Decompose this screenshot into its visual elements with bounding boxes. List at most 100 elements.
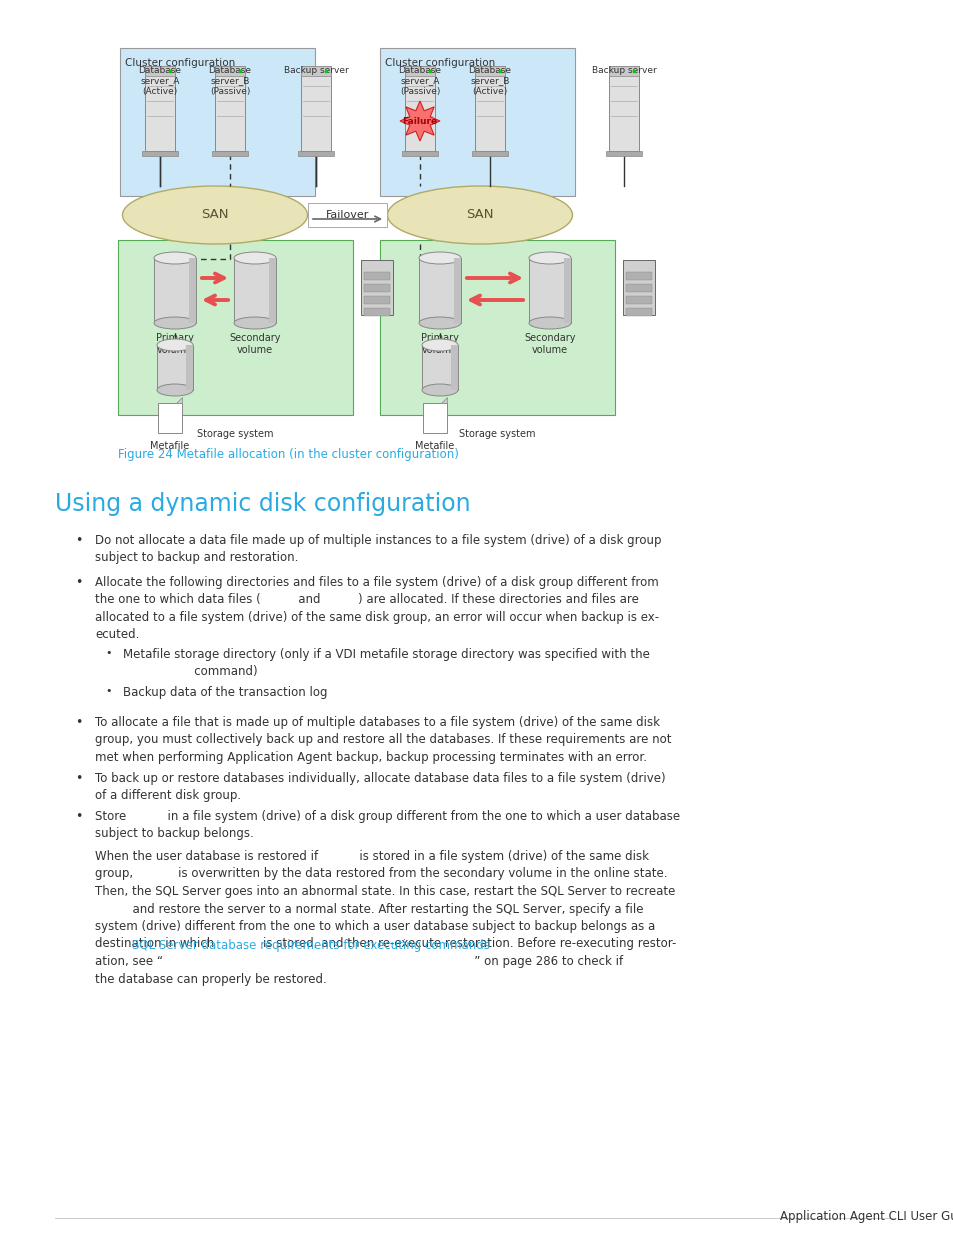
FancyBboxPatch shape xyxy=(379,240,615,415)
Bar xyxy=(153,258,195,324)
FancyBboxPatch shape xyxy=(379,48,575,196)
Text: Secondary
volume: Secondary volume xyxy=(524,333,576,354)
Text: •: • xyxy=(75,534,82,547)
Text: Storage system: Storage system xyxy=(458,429,536,438)
Ellipse shape xyxy=(418,252,460,264)
Text: Primary
volume: Primary volume xyxy=(156,333,193,354)
Text: SAN: SAN xyxy=(466,209,494,221)
FancyBboxPatch shape xyxy=(118,240,353,415)
Text: •: • xyxy=(105,685,112,697)
Bar xyxy=(145,65,174,77)
Text: Storage system: Storage system xyxy=(197,429,274,438)
Bar xyxy=(625,308,651,316)
Text: •: • xyxy=(75,716,82,729)
Ellipse shape xyxy=(421,384,457,396)
Polygon shape xyxy=(175,396,182,403)
Bar xyxy=(301,65,331,77)
Bar xyxy=(364,296,390,304)
Bar xyxy=(364,272,390,280)
Text: Database
server_B
(Passive): Database server_B (Passive) xyxy=(209,65,252,96)
Text: Do not allocate a data file made up of multiple instances to a file system (driv: Do not allocate a data file made up of m… xyxy=(95,534,660,564)
Polygon shape xyxy=(399,101,439,141)
Bar xyxy=(401,151,437,156)
Bar xyxy=(405,65,435,77)
Text: Cluster configuration: Cluster configuration xyxy=(125,58,235,68)
Bar xyxy=(145,65,174,151)
Ellipse shape xyxy=(233,317,275,329)
Bar xyxy=(625,296,651,304)
Bar xyxy=(269,258,275,324)
Bar xyxy=(214,65,245,77)
FancyBboxPatch shape xyxy=(422,403,447,433)
Text: Metafile storage directory (only if a VDI metafile storage directory was specifi: Metafile storage directory (only if a VD… xyxy=(123,648,649,678)
FancyBboxPatch shape xyxy=(622,261,655,315)
Text: Allocate the following directories and files to a file system (drive) of a disk : Allocate the following directories and f… xyxy=(95,576,659,641)
Bar xyxy=(189,258,195,324)
Bar xyxy=(186,345,193,390)
Bar xyxy=(608,65,639,151)
Bar xyxy=(608,65,639,77)
Bar xyxy=(418,258,460,324)
Text: •: • xyxy=(75,810,82,823)
Text: Backup data of the transaction log: Backup data of the transaction log xyxy=(123,685,327,699)
Text: Backup server: Backup server xyxy=(591,65,656,75)
Bar xyxy=(625,272,651,280)
Text: Primary
volume: Primary volume xyxy=(420,333,458,354)
Bar xyxy=(475,65,504,77)
Bar xyxy=(364,308,390,316)
Text: •: • xyxy=(105,648,112,658)
Text: Secondary
volume: Secondary volume xyxy=(229,333,280,354)
Bar xyxy=(364,284,390,291)
Ellipse shape xyxy=(529,317,571,329)
Bar xyxy=(233,258,275,324)
Bar xyxy=(625,284,651,291)
Text: Failure: Failure xyxy=(402,116,437,126)
FancyBboxPatch shape xyxy=(308,203,387,227)
Bar xyxy=(472,151,507,156)
Ellipse shape xyxy=(233,252,275,264)
Text: •: • xyxy=(75,576,82,589)
Bar xyxy=(475,65,504,151)
Bar xyxy=(563,258,571,324)
Bar xyxy=(454,258,460,324)
Text: Using a dynamic disk configuration: Using a dynamic disk configuration xyxy=(55,492,470,516)
Ellipse shape xyxy=(421,338,457,351)
Bar xyxy=(451,345,457,390)
Bar xyxy=(605,151,641,156)
FancyBboxPatch shape xyxy=(158,403,182,433)
Bar xyxy=(212,151,248,156)
Text: SAN: SAN xyxy=(201,209,229,221)
FancyBboxPatch shape xyxy=(360,261,393,315)
Text: Metafile: Metafile xyxy=(415,441,455,451)
Polygon shape xyxy=(440,396,447,403)
Bar xyxy=(142,151,178,156)
Ellipse shape xyxy=(153,252,195,264)
Ellipse shape xyxy=(418,317,460,329)
Ellipse shape xyxy=(157,338,193,351)
Ellipse shape xyxy=(122,186,307,245)
Ellipse shape xyxy=(153,317,195,329)
Text: Cluster configuration: Cluster configuration xyxy=(385,58,495,68)
Text: Failover: Failover xyxy=(326,210,369,220)
Text: Database
server_A
(Active): Database server_A (Active) xyxy=(138,65,181,96)
Ellipse shape xyxy=(529,252,571,264)
Bar xyxy=(157,345,193,390)
Text: SQL Server database requirements for executing commands: SQL Server database requirements for exe… xyxy=(132,939,489,952)
Text: Figure 24 Metafile allocation (in the cluster configuration): Figure 24 Metafile allocation (in the cl… xyxy=(118,448,458,461)
FancyBboxPatch shape xyxy=(120,48,314,196)
Text: To back up or restore databases individually, allocate database data files to a : To back up or restore databases individu… xyxy=(95,772,665,803)
Bar xyxy=(529,258,571,324)
Text: Database
server_A
(Passive): Database server_A (Passive) xyxy=(398,65,441,96)
Bar xyxy=(421,345,457,390)
Text: Store           in a file system (drive) of a disk group different from the one : Store in a file system (drive) of a disk… xyxy=(95,810,679,841)
Ellipse shape xyxy=(387,186,572,245)
Bar xyxy=(214,65,245,151)
Text: To allocate a file that is made up of multiple databases to a file system (drive: To allocate a file that is made up of mu… xyxy=(95,716,671,764)
Text: When the user database is restored if           is stored in a file system (driv: When the user database is restored if is… xyxy=(95,850,676,986)
Ellipse shape xyxy=(157,384,193,396)
Bar xyxy=(297,151,334,156)
Text: Metafile: Metafile xyxy=(151,441,190,451)
Bar xyxy=(405,65,435,151)
Text: Application Agent CLI User Guide     57: Application Agent CLI User Guide 57 xyxy=(780,1210,953,1223)
Text: Backup server: Backup server xyxy=(283,65,348,75)
